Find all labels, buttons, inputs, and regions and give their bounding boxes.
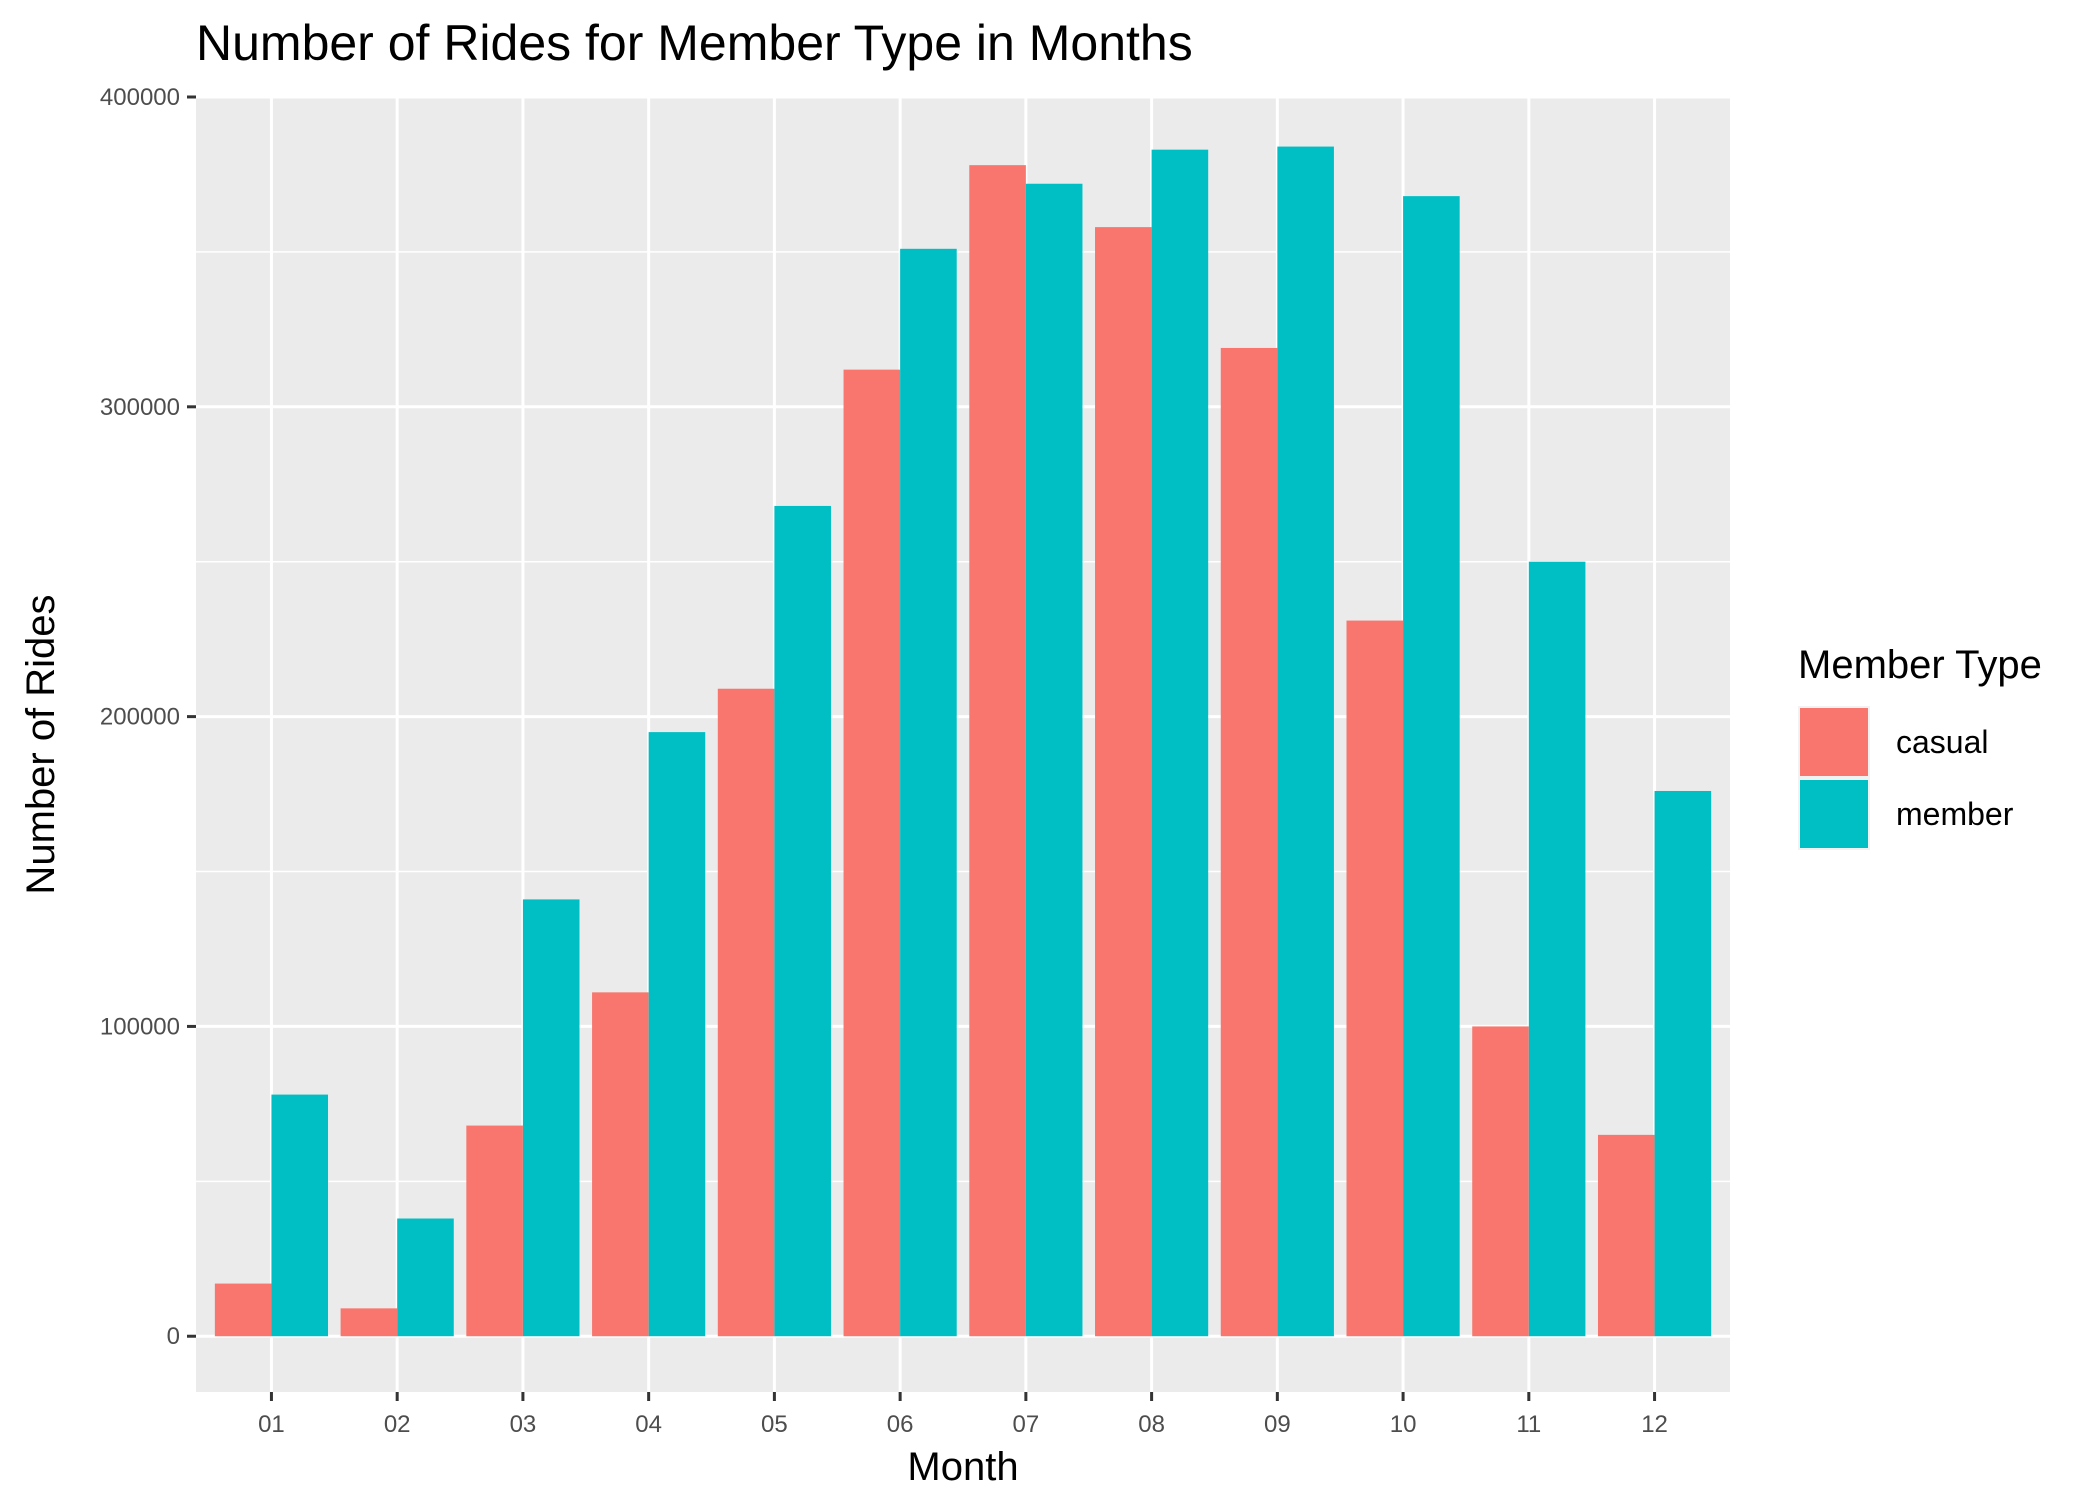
x-tick-label: 06 (887, 1411, 914, 1438)
chart-title: Number of Rides for Member Type in Month… (196, 15, 1193, 71)
bar-casual-02 (340, 1308, 398, 1337)
bar-member-10 (1403, 196, 1460, 1337)
bar-member-11 (1528, 561, 1586, 1337)
y-axis-title: Number of Rides (19, 594, 63, 894)
legend-title: Member Type (1798, 643, 2042, 687)
legend-label-casual: casual (1896, 724, 1989, 760)
bar-casual-10 (1346, 620, 1404, 1337)
bar-member-04 (648, 732, 706, 1337)
y-tick-label: 100000 (100, 1013, 180, 1040)
x-tick-label: 07 (1013, 1411, 1040, 1438)
bars (214, 146, 1712, 1337)
x-tick-label: 08 (1138, 1411, 1165, 1438)
y-axis: 0 100000 200000 300000 400000 (100, 84, 196, 1350)
y-tick-label: 400000 (100, 84, 180, 111)
bar-casual-03 (466, 1125, 523, 1337)
x-tick-label: 11 (1516, 1411, 1541, 1438)
x-tick-label: 10 (1390, 1411, 1417, 1438)
bar-member-09 (1277, 146, 1334, 1337)
legend-swatch-casual (1800, 708, 1868, 776)
x-tick-label: 05 (761, 1411, 788, 1438)
x-axis-title: Month (907, 1445, 1018, 1489)
x-tick-label: 01 (258, 1411, 285, 1438)
bar-member-01 (271, 1094, 329, 1337)
bar-casual-07 (969, 165, 1026, 1337)
bar-casual-05 (717, 688, 775, 1337)
bar-member-06 (900, 248, 957, 1337)
x-tick-label: 04 (635, 1411, 662, 1438)
bar-casual-08 (1095, 227, 1152, 1337)
bar-member-03 (522, 899, 580, 1337)
bar-member-05 (774, 505, 831, 1337)
legend: Member Type casual member (1798, 643, 2042, 850)
bar-casual-01 (214, 1283, 272, 1337)
y-tick-label: 300000 (100, 394, 180, 421)
y-tick-label: 200000 (100, 704, 180, 731)
legend-label-member: member (1896, 796, 2014, 832)
bar-casual-09 (1220, 347, 1278, 1337)
x-tick-label: 03 (510, 1411, 537, 1438)
legend-swatch-member (1800, 780, 1868, 848)
bar-casual-04 (592, 992, 649, 1337)
x-tick-label: 02 (384, 1411, 411, 1438)
bar-member-12 (1654, 790, 1712, 1337)
bar-member-02 (397, 1218, 454, 1337)
x-axis: 01 02 03 04 05 06 07 08 09 10 11 12 (258, 1392, 1668, 1438)
x-tick-label: 09 (1264, 1411, 1291, 1438)
bar-casual-11 (1472, 1026, 1529, 1337)
y-tick-label: 0 (167, 1323, 180, 1350)
bar-casual-06 (843, 369, 901, 1337)
bar-casual-12 (1597, 1134, 1655, 1337)
x-tick-label: 12 (1641, 1411, 1668, 1438)
bar-member-08 (1151, 149, 1209, 1337)
bar-member-07 (1025, 183, 1083, 1337)
